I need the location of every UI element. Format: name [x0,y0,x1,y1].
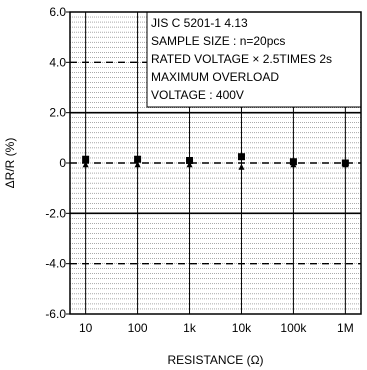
y-axis-label: ΔR/R (%) [3,138,17,189]
x-tick-label: 10k [232,321,252,335]
y-tick-label: 0 [59,156,66,170]
data-point-square [134,155,142,163]
y-tick-label: 6.0 [49,5,66,19]
annotation-line-5: VOLTAGE : 400V [151,88,244,102]
data-point-triangle [186,161,193,168]
x-tick-label: 10 [79,321,93,335]
annotation-line-2: SAMPLE SIZE : n=20pcs [151,34,285,48]
data-point-square [82,155,90,163]
annotation-line-4: MAXIMUM OVERLOAD [151,70,279,84]
data-point-triangle [82,161,89,168]
annotation-line-1: JIS C 5201-1 4.13 [151,16,248,30]
data-point-square [237,153,245,161]
y-tick-label: -2.0 [45,206,66,220]
data-point-square [186,156,194,164]
y-tick-label: -6.0 [45,307,66,321]
data-point-triangle [342,161,349,168]
y-tick-label: -4.0 [45,257,66,271]
data-point-triangle [290,161,297,168]
data-point-triangle [134,161,141,168]
annotation-background [146,11,362,108]
annotation-line-3: RATED VOLTAGE × 2.5TIMES 2s [151,52,332,66]
y-tick-label: 4.0 [49,55,66,69]
data-marks [82,153,349,170]
x-tick-label: 1k [183,321,197,335]
tick-labels: 10 100 1k 10k 100k 1M 6.0 4.0 2.0 0 -2.0 -4.0 -6.0 [45,5,353,335]
x-tick-label: 100k [280,321,307,335]
x-axis-label: RESISTANCE (Ω) [167,353,263,367]
data-point-triangle [238,163,245,170]
y-tick-label: 2.0 [49,106,66,120]
x-tick-label: 100 [128,321,148,335]
x-tick-label: 1M [337,321,354,335]
annotation-box: JIS C 5201-1 4.13 SAMPLE SIZE : n=20pcs … [146,11,362,108]
